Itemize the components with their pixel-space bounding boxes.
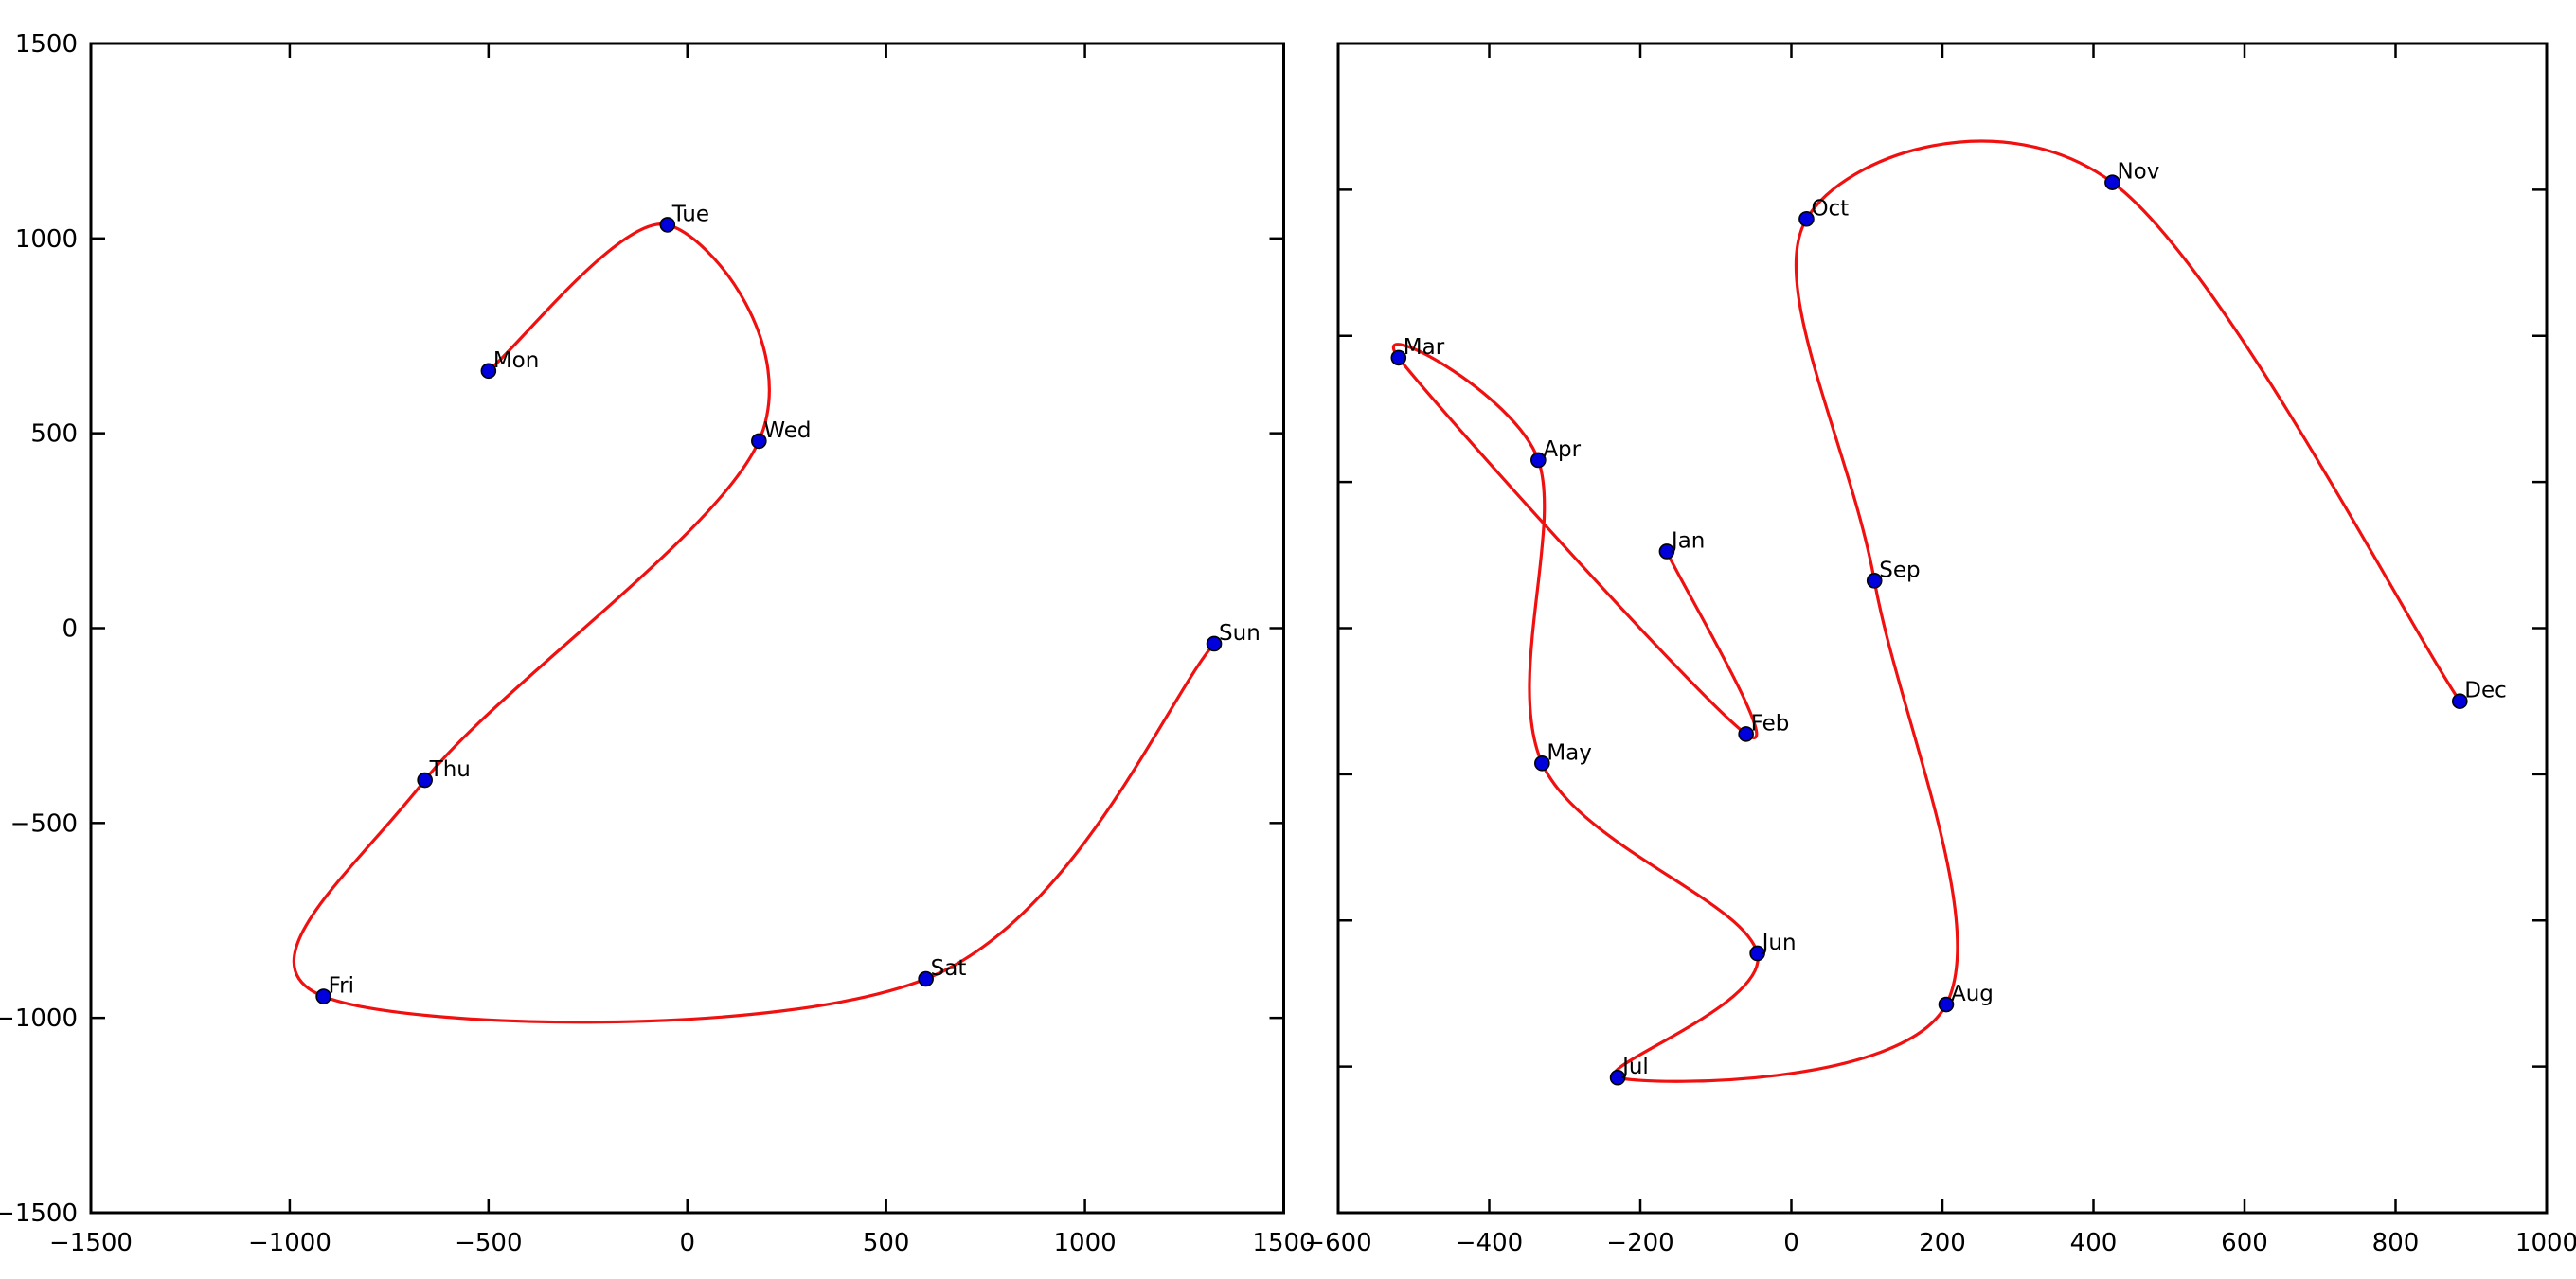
plot-frame [1336, 42, 2549, 1215]
data-point-dot [1749, 945, 1765, 962]
data-point-dot [315, 988, 331, 1004]
y-tick-label: 1500 [15, 30, 78, 59]
data-point-dot [480, 363, 497, 380]
y-tick-label: 500 [30, 420, 78, 449]
data-point-dot [751, 433, 767, 450]
months-plot: −600 −400 −200 0 200 400 600 800 1000 Jan Feb Mar Ap… [1304, 42, 2576, 1257]
point-label: Aug [1951, 982, 1994, 1006]
x-tick-label: 0 [679, 1229, 695, 1257]
point-label: Jul [1620, 1055, 1649, 1079]
point-label: Dec [2464, 679, 2507, 703]
point-label: Jan [1670, 528, 1705, 553]
point-label: Fri [329, 974, 354, 999]
point-label: Mon [493, 348, 540, 373]
weekdays-plot: −1500 −1000 −500 0 500 1000 1500 −1500 −1000 −500… [0, 30, 1315, 1257]
x-tick-label: 200 [1919, 1229, 1966, 1257]
y-tick-label: −500 [10, 809, 78, 838]
point-label: Jun [1761, 931, 1797, 955]
x-tick-label: 1000 [2515, 1229, 2576, 1257]
x-tick-label: −1500 [49, 1229, 133, 1257]
data-point-dot [659, 217, 676, 233]
data-point-dot [2451, 693, 2468, 709]
x-tick-label: 500 [863, 1229, 910, 1257]
data-point-dot [1738, 726, 1754, 742]
x-tick-label: 600 [2221, 1229, 2268, 1257]
data-point-dot [1866, 573, 1883, 589]
data-point-dot [1534, 755, 1550, 772]
x-tick-label: −200 [1606, 1229, 1673, 1257]
y-tick-label: 0 [62, 615, 78, 644]
data-point-dot [918, 970, 934, 987]
x-tick-label: 1500 [1252, 1229, 1315, 1257]
data-point-dot [1206, 635, 1223, 652]
point-label: Thu [429, 757, 471, 782]
x-tick-label: −500 [455, 1229, 522, 1257]
point-label: Oct [1811, 196, 1849, 221]
data-point-dot [1530, 452, 1547, 469]
x-tick-label: 800 [2372, 1229, 2420, 1257]
point-label: Tue [671, 202, 709, 226]
point-label: Wed [763, 418, 811, 443]
x-tick-label: 400 [2070, 1229, 2118, 1257]
x-tick-label: −1000 [248, 1229, 331, 1257]
data-point-dot [1938, 996, 1955, 1013]
point-label: Feb [1751, 711, 1790, 736]
x-tick-label: 1000 [1053, 1229, 1116, 1257]
x-tick-label: −400 [1456, 1229, 1523, 1257]
y-tick-label: −1500 [0, 1199, 78, 1228]
y-tick-label: −1000 [0, 1004, 78, 1033]
point-label: Sep [1879, 558, 1920, 582]
spline-curve [1391, 139, 2461, 1083]
spline-curve [292, 222, 1216, 1024]
x-tick-label: 0 [1783, 1229, 1799, 1257]
x-tick-label: −600 [1304, 1229, 1371, 1257]
data-point-dot [1658, 543, 1675, 560]
point-label: Apr [1543, 437, 1581, 462]
data-point-dot [1390, 349, 1407, 366]
data-point-dot [417, 772, 433, 789]
y-tick-label: 1000 [15, 225, 78, 254]
point-label: Sat [931, 956, 967, 981]
data-point-dot [2104, 174, 2120, 190]
point-label: May [1547, 740, 1592, 765]
point-label: Mar [1404, 335, 1445, 360]
data-point-dot [1609, 1069, 1626, 1086]
point-label: Sun [1219, 621, 1261, 646]
data-point-dot [1798, 210, 1815, 227]
point-label: Nov [2117, 160, 2159, 185]
